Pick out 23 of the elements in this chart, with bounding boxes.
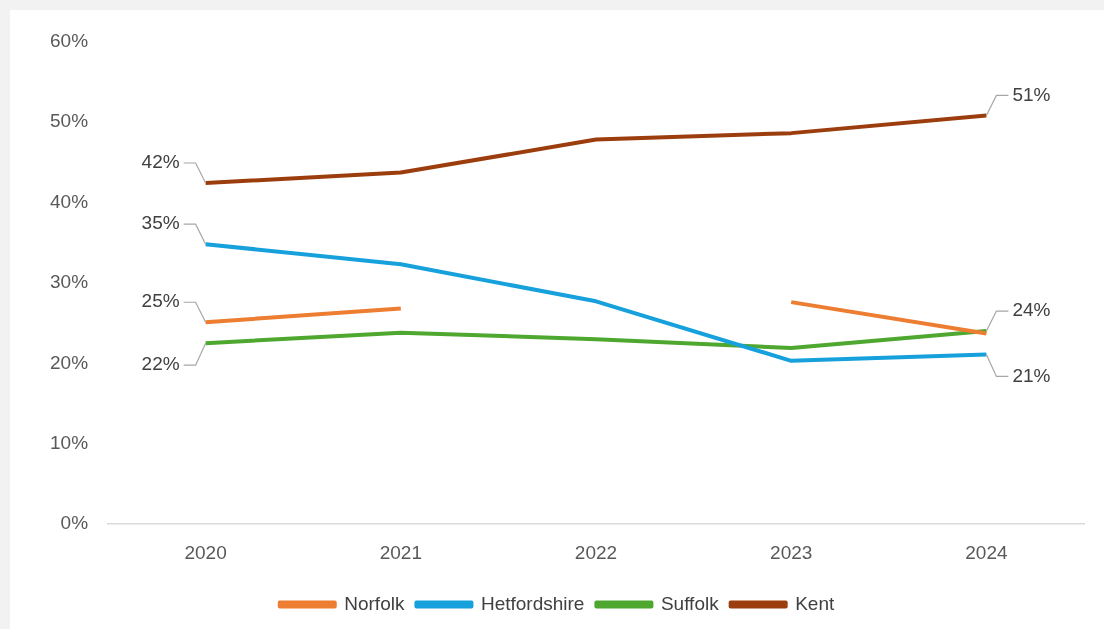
data-label: 22% bbox=[141, 353, 180, 375]
y-tick-label: 50% bbox=[50, 110, 89, 132]
y-tick-label: 10% bbox=[50, 431, 89, 453]
legend-label: Kent bbox=[795, 592, 835, 614]
data-label: 25% bbox=[141, 290, 180, 312]
data-label: 24% bbox=[1012, 299, 1051, 321]
x-tick-label: 2021 bbox=[379, 541, 422, 563]
x-tick-label: 2024 bbox=[965, 541, 1008, 563]
y-tick-label: 40% bbox=[50, 190, 89, 212]
legend-label: Norfolk bbox=[344, 592, 405, 614]
y-tick-label: 0% bbox=[60, 512, 89, 534]
data-label: 35% bbox=[141, 212, 180, 234]
data-label: 42% bbox=[141, 151, 180, 173]
x-tick-label: 2023 bbox=[770, 541, 813, 563]
x-tick-label: 2022 bbox=[574, 541, 618, 563]
y-tick-label: 30% bbox=[50, 271, 89, 293]
legend-label: Hetfordshire bbox=[480, 592, 585, 614]
legend-label: Suffolk bbox=[660, 592, 720, 614]
y-tick-label: 60% bbox=[50, 29, 89, 51]
x-tick-label: 2020 bbox=[184, 541, 227, 563]
y-tick-label: 20% bbox=[50, 351, 89, 373]
data-label: 51% bbox=[1012, 83, 1051, 105]
data-label: 21% bbox=[1012, 364, 1051, 386]
